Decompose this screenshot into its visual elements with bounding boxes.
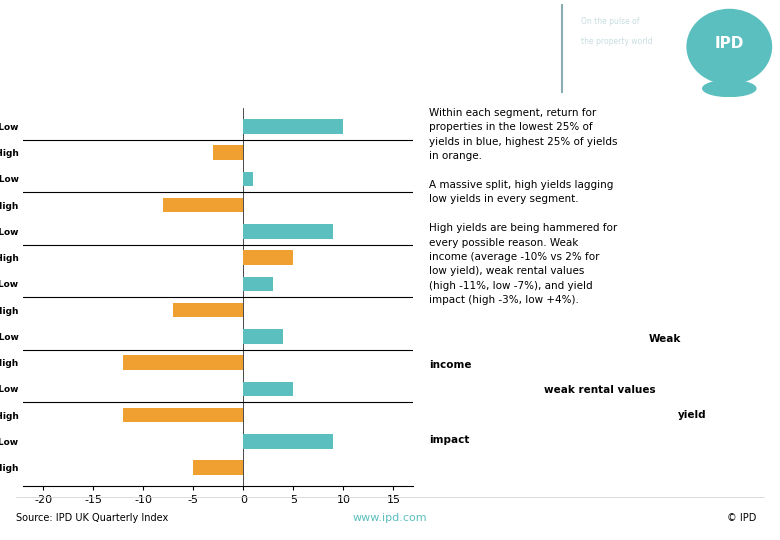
Bar	[214, 145, 243, 160]
Bar	[243, 434, 333, 449]
Bar	[243, 251, 293, 265]
Text: impact: impact	[429, 435, 470, 445]
Text: the property world: the property world	[581, 37, 653, 46]
Text: weak rental values: weak rental values	[544, 384, 655, 395]
Bar	[123, 355, 243, 370]
Bar	[243, 382, 293, 396]
Bar	[243, 329, 283, 343]
Bar	[193, 461, 243, 475]
Text: Weak: Weak	[649, 334, 681, 345]
Bar	[123, 408, 243, 422]
Text: But there are not just a ‘type’ &: But there are not just a ‘type’ &	[16, 5, 369, 24]
Bar	[243, 172, 254, 186]
Text: www.ipd.com: www.ipd.com	[353, 513, 427, 523]
Text: 2009 total return for top & bottom yield quartiles %: 2009 total return for top & bottom yield…	[16, 83, 304, 93]
Ellipse shape	[686, 9, 772, 85]
Bar	[173, 303, 243, 318]
Text: Within each segment, return for
properties in the lowest 25% of
yields in blue, : Within each segment, return for properti…	[429, 108, 618, 305]
Text: © IPD: © IPD	[727, 513, 757, 523]
Ellipse shape	[702, 80, 757, 97]
Bar	[243, 119, 343, 133]
Text: income: income	[429, 360, 471, 369]
Text: On the pulse of: On the pulse of	[581, 17, 640, 26]
Text: yield: yield	[678, 410, 706, 420]
Text: Source: IPD UK Quarterly Index: Source: IPD UK Quarterly Index	[16, 513, 168, 523]
Bar	[163, 198, 243, 212]
Bar	[243, 276, 274, 291]
Bar	[243, 224, 333, 239]
Text: IPD: IPD	[714, 36, 744, 51]
Text: ‘region’ dimensions…: ‘region’ dimensions…	[16, 41, 253, 60]
